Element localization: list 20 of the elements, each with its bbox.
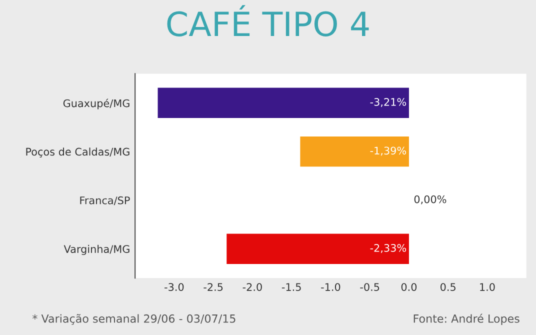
x-tick-label: -2.5 [204, 283, 223, 291]
y-tick-label: Varginha/MG [64, 244, 130, 255]
source-note: Fonte: André Lopes [414, 314, 520, 325]
x-tick-label: -1.5 [282, 283, 301, 291]
x-tick-label: 0.5 [440, 283, 456, 291]
y-tick-label: Guaxupé/MG [63, 98, 130, 110]
x-tick-label: -2.0 [242, 283, 262, 291]
x-tick-label: -1.0 [321, 283, 340, 291]
x-tick-label: -0.5 [360, 283, 380, 291]
y-tick-label: Poços de Caldas/MG [26, 148, 130, 158]
x-tick-label: 1.0 [480, 283, 495, 291]
x-tick-label: 0.0 [401, 283, 417, 291]
data-label: -1,39% [370, 146, 406, 156]
data-label: 0,00% [414, 195, 446, 204]
y-tick-label: Franca/SP [80, 196, 130, 206]
chart-title: CAFÉ TIPO 4 [167, 5, 369, 36]
text: * Variação semanal 29/06 - 03/07/15 [32, 314, 236, 325]
data-label: -3,21% [370, 98, 406, 107]
x-tick-label: -3.0 [164, 283, 184, 291]
data-label: -2,33% [370, 244, 406, 253]
